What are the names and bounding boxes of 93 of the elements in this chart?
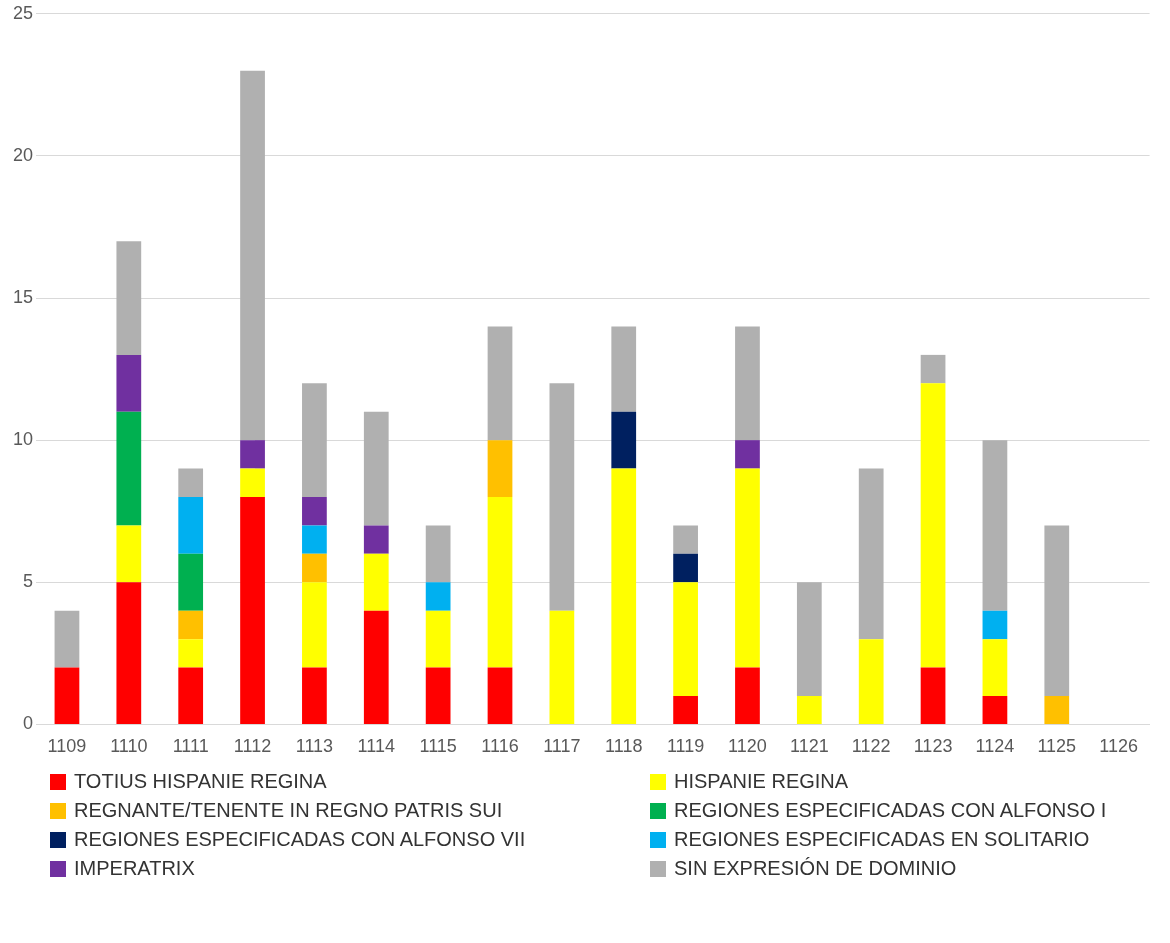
bar: [116, 241, 142, 355]
x-tick-label: 1119: [666, 736, 705, 757]
x-tick-label: 1109: [47, 736, 87, 757]
x-tick-label: 1117: [543, 736, 581, 757]
bar: [673, 695, 698, 724]
bar: [982, 639, 1008, 696]
legend-label: TOTIUS HISPANIE REGINA: [74, 770, 327, 793]
bar: [363, 525, 389, 554]
bar: [549, 610, 575, 724]
legend-label: REGNANTE/TENENTE IN REGNO PATRIS SUI: [74, 799, 503, 822]
bar: [735, 468, 760, 668]
x-tick-label: 1111: [172, 736, 209, 757]
bar: [425, 610, 451, 668]
y-tick-label: 5: [23, 571, 34, 592]
x-tick-label: 1122: [851, 736, 891, 757]
x-tick-label: 1124: [975, 736, 1015, 757]
bar: [920, 354, 946, 384]
bar: [302, 667, 327, 724]
bar: [54, 610, 80, 668]
bar: [611, 411, 637, 469]
x-tick-label: 1120: [728, 736, 767, 757]
legend-label: REGIONES ESPECIFICADAS CON ALFONSO VII: [74, 828, 526, 851]
x-tick-label: 1116: [481, 736, 519, 757]
legend-label: REGIONES ESPECIFICADAS EN SOLITARIO: [674, 828, 1090, 851]
y-tick-label: 0: [23, 713, 34, 734]
x-tick-label: 1115: [419, 736, 457, 757]
x-tick-label: 1125: [1037, 736, 1077, 757]
bar: [240, 468, 265, 498]
bar: [363, 553, 389, 611]
bar: [796, 582, 822, 696]
x-tick-label: 1123: [913, 736, 953, 757]
bar: [178, 553, 204, 611]
x-tick-label: 1114: [357, 736, 395, 757]
bar: [425, 582, 451, 611]
bar: [1044, 695, 1070, 724]
bar: [240, 440, 265, 469]
bar: [116, 354, 142, 412]
bar: [487, 440, 513, 498]
bar: [858, 468, 884, 640]
x-tick-label: 1118: [605, 736, 643, 757]
bar: [425, 667, 451, 724]
bar: [240, 497, 265, 724]
legend-label: SIN EXPRESIÓN DE DOMINIO: [674, 857, 957, 880]
bar: [735, 667, 760, 724]
bar: [920, 383, 946, 668]
bar: [240, 70, 265, 441]
bar: [549, 383, 575, 611]
bar: [178, 497, 204, 554]
bar: [673, 525, 698, 554]
bar: [673, 582, 698, 696]
bar: [116, 582, 142, 724]
legend-label: REGIONES ESPECIFICADAS CON ALFONSO I: [674, 799, 1107, 822]
y-tick-label: 15: [12, 287, 34, 308]
bar: [302, 525, 327, 554]
bar: [363, 610, 389, 724]
x-tick-label: 1126: [1099, 736, 1139, 757]
x-tick-label: 1110: [110, 736, 148, 757]
bar: [920, 667, 946, 724]
x-tick-label: 1113: [295, 736, 334, 757]
bar: [982, 695, 1008, 724]
bar: [1044, 525, 1070, 696]
legend-label: IMPERATRIX: [74, 857, 195, 880]
bar: [116, 411, 142, 526]
bar: [487, 326, 513, 441]
y-tick-label: 10: [12, 429, 34, 450]
bar: [673, 553, 698, 583]
bar: [487, 667, 513, 724]
bar: [858, 639, 884, 724]
legend-label: HISPANIE REGINA: [674, 770, 849, 793]
x-tick-label: 1112: [233, 736, 272, 757]
bar: [302, 497, 327, 526]
bar: [611, 468, 637, 724]
bar: [425, 525, 451, 583]
bar: [735, 326, 760, 441]
bar: [54, 667, 80, 724]
bar: [982, 440, 1008, 611]
bar: [302, 553, 327, 583]
bar: [302, 582, 327, 668]
bar: [178, 468, 204, 498]
bar: [487, 497, 513, 668]
bar: [302, 383, 327, 498]
y-tick-label: 20: [12, 144, 34, 165]
bar: [178, 639, 204, 668]
bar: [982, 610, 1008, 640]
bar: [178, 667, 204, 724]
bar: [116, 525, 142, 583]
x-tick-label: 1121: [789, 736, 829, 757]
y-tick-label: 25: [12, 2, 34, 23]
bar: [735, 440, 760, 469]
bar: [363, 411, 389, 526]
bar: [611, 326, 637, 412]
bar: [796, 695, 822, 724]
bar: [178, 610, 204, 640]
